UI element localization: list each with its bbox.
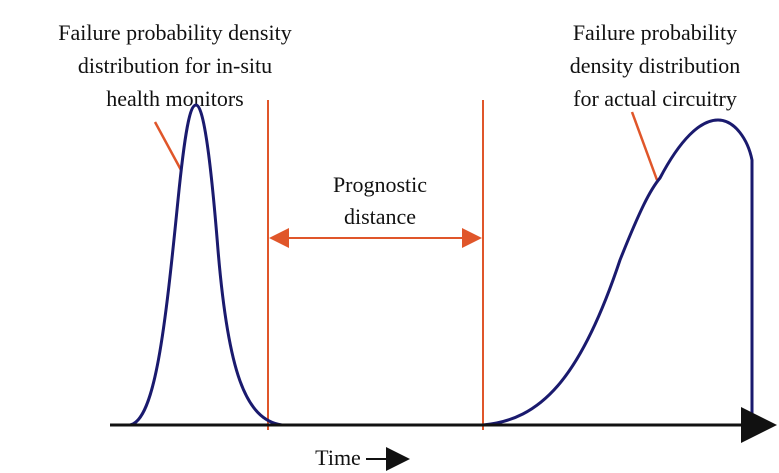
axis-label: Time — [315, 445, 361, 470]
distance-label: Prognostic distance — [333, 172, 427, 229]
circuitry-curve — [482, 118, 754, 427]
left-label: Failure probability density distribution… — [58, 20, 291, 111]
right-label-line: Failure probability — [573, 20, 737, 45]
right-label: Failure probability density distribution… — [570, 20, 741, 111]
right-label-line: for actual circuitry — [573, 86, 737, 111]
left-label-line: distribution for in-situ — [78, 53, 272, 78]
leader-line — [630, 111, 659, 181]
leader-line — [153, 121, 183, 171]
right-label-line: density distribution — [570, 53, 741, 78]
distance-label-line: Prognostic — [333, 172, 427, 197]
distance-label-line: distance — [344, 204, 416, 229]
left-label-line: Failure probability density — [58, 20, 291, 45]
left-label-line: health monitors — [106, 86, 243, 111]
monitor-curve — [129, 103, 283, 427]
